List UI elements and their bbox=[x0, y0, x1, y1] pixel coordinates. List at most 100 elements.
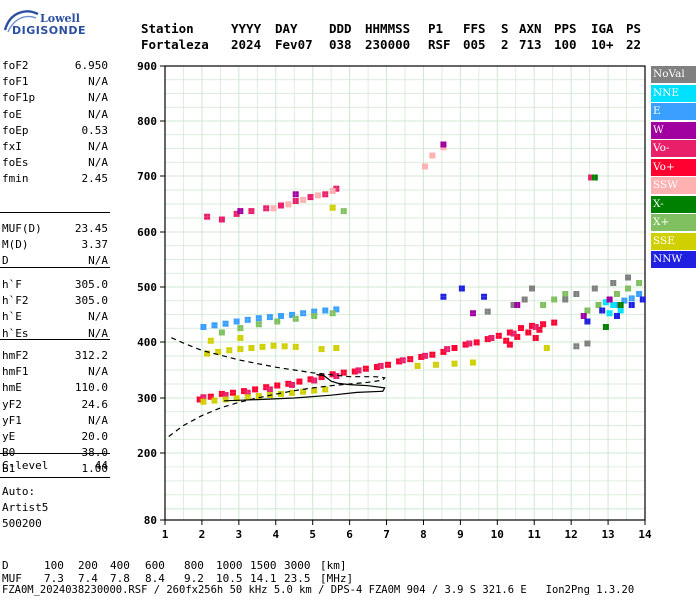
echo-mark bbox=[340, 208, 344, 212]
echo-mark bbox=[432, 351, 436, 355]
echo-mark bbox=[532, 285, 536, 289]
echo-mark bbox=[314, 195, 318, 199]
echo-mark bbox=[628, 302, 632, 305]
param-row-d: D N/A bbox=[2, 254, 108, 270]
echo-mark bbox=[524, 296, 528, 300]
echo-mark bbox=[277, 313, 281, 316]
echo-mark bbox=[535, 335, 539, 338]
muf-value: 8.4 bbox=[145, 572, 165, 585]
echo-mark bbox=[587, 321, 591, 325]
echo-mark bbox=[244, 394, 248, 398]
echo-mark bbox=[380, 365, 384, 369]
echo-mark bbox=[513, 330, 517, 334]
echo-mark bbox=[233, 395, 237, 399]
echo-mark bbox=[240, 328, 244, 332]
echo-mark bbox=[269, 395, 273, 399]
echo-mark bbox=[429, 354, 433, 358]
echo-mark bbox=[255, 324, 259, 328]
echo-mark bbox=[591, 288, 595, 292]
echo-mark bbox=[255, 318, 259, 322]
echo-mark bbox=[203, 394, 207, 398]
echo-mark bbox=[207, 396, 211, 400]
echo-mark bbox=[251, 211, 255, 215]
echo-mark bbox=[399, 360, 403, 364]
echo-mark bbox=[221, 219, 225, 223]
echo-mark bbox=[263, 384, 267, 388]
echo-mark bbox=[237, 328, 241, 332]
echo-mark bbox=[292, 384, 296, 388]
echo-mark bbox=[484, 339, 488, 343]
echo-mark bbox=[491, 338, 495, 341]
echo-mark bbox=[274, 321, 278, 325]
echo-mark bbox=[314, 390, 318, 394]
param-value: 2.45 bbox=[81, 172, 109, 186]
echo-mark bbox=[233, 318, 237, 322]
echo-mark bbox=[303, 391, 307, 395]
echo-mark bbox=[307, 376, 311, 380]
echo-mark bbox=[609, 299, 613, 303]
echo-mark bbox=[285, 380, 289, 384]
echo-mark bbox=[232, 389, 236, 393]
param-name: h`E bbox=[2, 310, 22, 324]
x-tick-label: 9 bbox=[457, 528, 464, 541]
x-tick-label: 7 bbox=[383, 528, 390, 541]
echo-mark bbox=[284, 343, 288, 347]
echo-mark bbox=[333, 375, 337, 379]
echo-mark bbox=[280, 390, 284, 394]
echo-mark bbox=[461, 285, 465, 289]
echo-mark bbox=[551, 322, 555, 326]
echo-mark bbox=[274, 385, 278, 389]
echo-mark bbox=[307, 194, 311, 198]
echo-mark bbox=[229, 350, 233, 354]
echo-mark bbox=[221, 332, 225, 336]
echo-mark bbox=[284, 346, 288, 350]
echo-mark bbox=[628, 298, 632, 302]
param-name: hmF1 bbox=[2, 365, 29, 379]
echo-mark bbox=[451, 360, 455, 364]
echo-mark bbox=[269, 389, 273, 393]
echo-mark bbox=[587, 307, 591, 311]
echo-mark bbox=[229, 389, 233, 393]
muf-unit: [MHz] bbox=[320, 572, 354, 585]
x-tick-label: 13 bbox=[601, 528, 614, 541]
param-name: B0 bbox=[2, 446, 16, 460]
echo-mark bbox=[540, 305, 544, 308]
echo-mark bbox=[237, 349, 241, 353]
param-name: foE bbox=[2, 107, 22, 121]
echo-mark bbox=[303, 313, 307, 317]
echo-mark bbox=[444, 349, 448, 353]
echo-mark bbox=[314, 192, 318, 196]
echo-mark bbox=[237, 208, 241, 212]
param-name: h`Es bbox=[2, 326, 29, 340]
echo-mark bbox=[639, 283, 643, 286]
echo-mark bbox=[476, 339, 480, 343]
echo-mark bbox=[440, 293, 444, 297]
echo-mark bbox=[594, 177, 598, 181]
echo-mark bbox=[506, 337, 510, 341]
legend-item-vo: Vo+ bbox=[651, 158, 696, 176]
echo-mark bbox=[244, 389, 248, 393]
echo-mark bbox=[317, 192, 321, 196]
param-row-he: h`E N/A bbox=[2, 310, 108, 326]
header-value: 713 bbox=[519, 37, 542, 52]
echo-mark bbox=[280, 393, 284, 397]
echo-mark bbox=[421, 166, 425, 170]
echo-mark bbox=[207, 393, 211, 397]
echo-mark bbox=[498, 335, 502, 339]
param-name: C-level bbox=[2, 459, 49, 472]
echo-mark bbox=[536, 329, 540, 333]
echo-mark bbox=[458, 285, 462, 289]
echo-mark bbox=[255, 386, 259, 390]
header-label: DDD bbox=[329, 21, 352, 36]
echo-mark bbox=[436, 364, 440, 368]
echo-mark bbox=[543, 344, 547, 348]
echo-mark bbox=[277, 385, 281, 389]
param-value: 305.0 bbox=[74, 278, 108, 291]
echo-mark bbox=[269, 317, 273, 321]
echo-mark bbox=[269, 386, 273, 390]
echo-mark bbox=[210, 340, 214, 344]
echo-mark bbox=[200, 401, 204, 405]
echo-mark bbox=[424, 166, 428, 170]
echo-mark bbox=[255, 315, 259, 319]
echo-mark bbox=[642, 299, 646, 303]
